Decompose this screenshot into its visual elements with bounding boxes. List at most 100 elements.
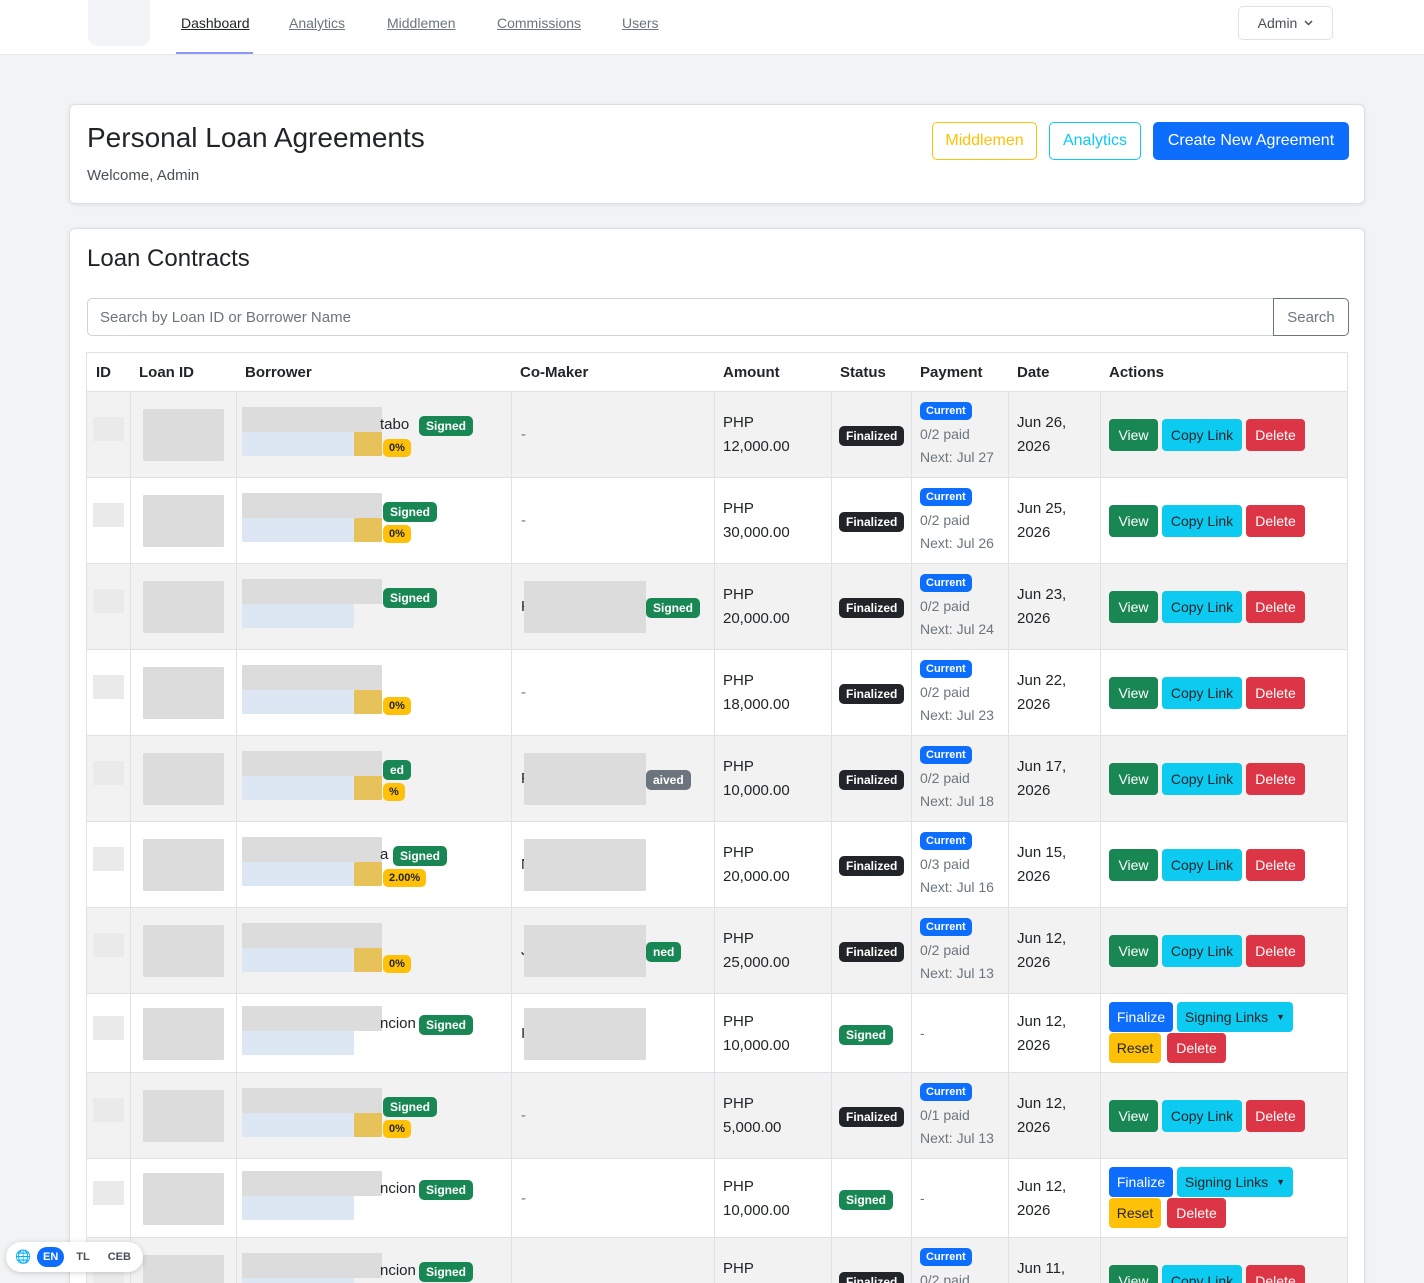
view-button[interactable]: View: [1109, 591, 1158, 623]
contract-status-badge: Finalized: [839, 426, 905, 446]
col-status[interactable]: Status: [840, 364, 886, 381]
user-menu-button[interactable]: Admin: [1238, 6, 1333, 40]
copy-link-button[interactable]: Copy Link: [1162, 677, 1242, 709]
col-co-maker[interactable]: Co-Maker: [520, 364, 589, 381]
column-divider: [1008, 478, 1009, 564]
redacted-loan-id: [143, 1255, 224, 1283]
table-row: SignedKSignedPHP20,000.00FinalizedCurren…: [86, 564, 1348, 650]
column-divider: [714, 908, 715, 994]
borrower-status-badge: Signed: [419, 1015, 474, 1035]
borrower-status-badge: Signed: [419, 1262, 474, 1282]
finalize-button[interactable]: Finalize: [1109, 1167, 1173, 1197]
copy-link-button[interactable]: Copy Link: [1162, 1265, 1242, 1283]
interest-rate-badge: 2.00%: [383, 869, 427, 887]
redacted-borrower: [242, 862, 354, 886]
column-divider: [911, 736, 912, 822]
amount-value: 20,000.00: [723, 610, 790, 627]
col-loan-id[interactable]: Loan ID: [139, 364, 194, 381]
signing-links-dropdown[interactable]: Signing Links ▼: [1177, 1002, 1293, 1032]
table-row: tabo Signed 0% - PHP 12,000.00 Finalized Curren…: [86, 392, 1348, 478]
table-row: aSigned2.00%NPHP20,000.00FinalizedCurren…: [86, 822, 1348, 908]
payment-progress: 0/2 paid: [920, 684, 970, 700]
delete-button[interactable]: Delete: [1246, 1100, 1305, 1132]
delete-button[interactable]: Delete: [1246, 591, 1305, 623]
copy-link-button[interactable]: Copy Link: [1162, 419, 1242, 451]
co-maker-empty: -: [521, 426, 526, 443]
delete-button[interactable]: Delete: [1246, 849, 1305, 881]
lang-tl[interactable]: TL: [76, 1251, 90, 1263]
col-id[interactable]: ID: [96, 364, 111, 381]
create-agreement-button[interactable]: Create New Agreement: [1153, 122, 1349, 160]
redacted-loan-id: [143, 1173, 224, 1225]
column-divider: [130, 478, 131, 564]
contract-date: Jun 26,: [1017, 414, 1067, 431]
column-divider: [714, 1073, 715, 1159]
brand-logo[interactable]: [88, 0, 150, 46]
search-input[interactable]: Search by Loan ID or Borrower Name: [87, 298, 1274, 336]
view-button[interactable]: View: [1109, 763, 1158, 795]
delete-button[interactable]: Delete: [1167, 1033, 1226, 1063]
view-button[interactable]: View: [1109, 677, 1158, 709]
nav-users[interactable]: Users: [622, 15, 659, 31]
lang-en[interactable]: EN: [37, 1247, 65, 1267]
reset-button[interactable]: Reset: [1109, 1198, 1161, 1228]
redacted-id: [93, 847, 124, 871]
next-payment-date: Next: Jul 27: [920, 449, 994, 465]
delete-button[interactable]: Delete: [1246, 763, 1305, 795]
copy-link-button[interactable]: Copy Link: [1162, 505, 1242, 537]
delete-button[interactable]: Delete: [1246, 677, 1305, 709]
table-row: ncion Signed PHP Finalized Current 0/2 paid Ju…: [86, 1238, 1348, 1283]
view-button[interactable]: View: [1109, 419, 1158, 451]
redacted-borrower: [354, 432, 382, 456]
contract-date: Jun 25,: [1017, 500, 1067, 517]
middlemen-button[interactable]: Middlemen: [932, 122, 1037, 160]
top-navbar: Dashboard Analytics Middlemen Commission…: [0, 0, 1424, 55]
copy-link-button[interactable]: Copy Link: [1162, 591, 1242, 623]
column-divider: [511, 994, 512, 1073]
borrower-name: ncion: [380, 1262, 416, 1279]
column-divider: [1008, 1238, 1009, 1283]
reset-button[interactable]: Reset: [1109, 1033, 1161, 1063]
view-button[interactable]: View: [1109, 1265, 1158, 1283]
delete-button[interactable]: Delete: [1246, 419, 1305, 451]
delete-button[interactable]: Delete: [1246, 505, 1305, 537]
signing-links-dropdown[interactable]: Signing Links ▼: [1177, 1167, 1293, 1197]
nav-middlemen[interactable]: Middlemen: [387, 15, 456, 31]
table-row: 0% - PHP 18,000.00 Finalized Current 0/2 paid N…: [86, 650, 1348, 736]
col-date[interactable]: Date: [1017, 364, 1050, 381]
analytics-button[interactable]: Analytics: [1049, 122, 1141, 160]
search-button[interactable]: Search: [1273, 298, 1349, 336]
delete-button[interactable]: Delete: [1246, 935, 1305, 967]
delete-button[interactable]: Delete: [1246, 1265, 1305, 1283]
section-title: Loan Contracts: [87, 245, 250, 272]
delete-button[interactable]: Delete: [1167, 1198, 1226, 1228]
nav-analytics[interactable]: Analytics: [289, 15, 346, 31]
copy-link-button[interactable]: Copy Link: [1162, 763, 1242, 795]
view-button[interactable]: View: [1109, 505, 1158, 537]
copy-link-button[interactable]: Copy Link: [1162, 935, 1242, 967]
column-divider: [130, 994, 131, 1073]
page-title: Personal Loan Agreements: [87, 122, 425, 153]
col-borrower[interactable]: Borrower: [245, 364, 312, 381]
view-button[interactable]: View: [1109, 849, 1158, 881]
borrower-name: ncion: [380, 1015, 416, 1032]
caret-down-icon: ▼: [1276, 1177, 1286, 1187]
amount-value: 30,000.00: [723, 524, 790, 541]
lang-ceb[interactable]: CEB: [107, 1251, 131, 1263]
copy-link-button[interactable]: Copy Link: [1162, 1100, 1242, 1132]
view-button[interactable]: View: [1109, 935, 1158, 967]
signing-links-label: Signing Links: [1184, 1009, 1269, 1025]
contract-status-badge: Finalized: [839, 512, 905, 532]
col-payment[interactable]: Payment: [920, 364, 983, 381]
redacted-borrower: [354, 948, 382, 972]
col-amount[interactable]: Amount: [723, 364, 780, 381]
nav-dashboard[interactable]: Dashboard: [181, 15, 250, 31]
view-button[interactable]: View: [1109, 1100, 1158, 1132]
table-header: ID Loan ID Borrower Co-Maker Amount Stat…: [86, 352, 1348, 392]
column-divider: [511, 1073, 512, 1159]
copy-link-button[interactable]: Copy Link: [1162, 849, 1242, 881]
nav-commissions[interactable]: Commissions: [497, 15, 582, 31]
finalize-button[interactable]: Finalize: [1109, 1002, 1173, 1032]
